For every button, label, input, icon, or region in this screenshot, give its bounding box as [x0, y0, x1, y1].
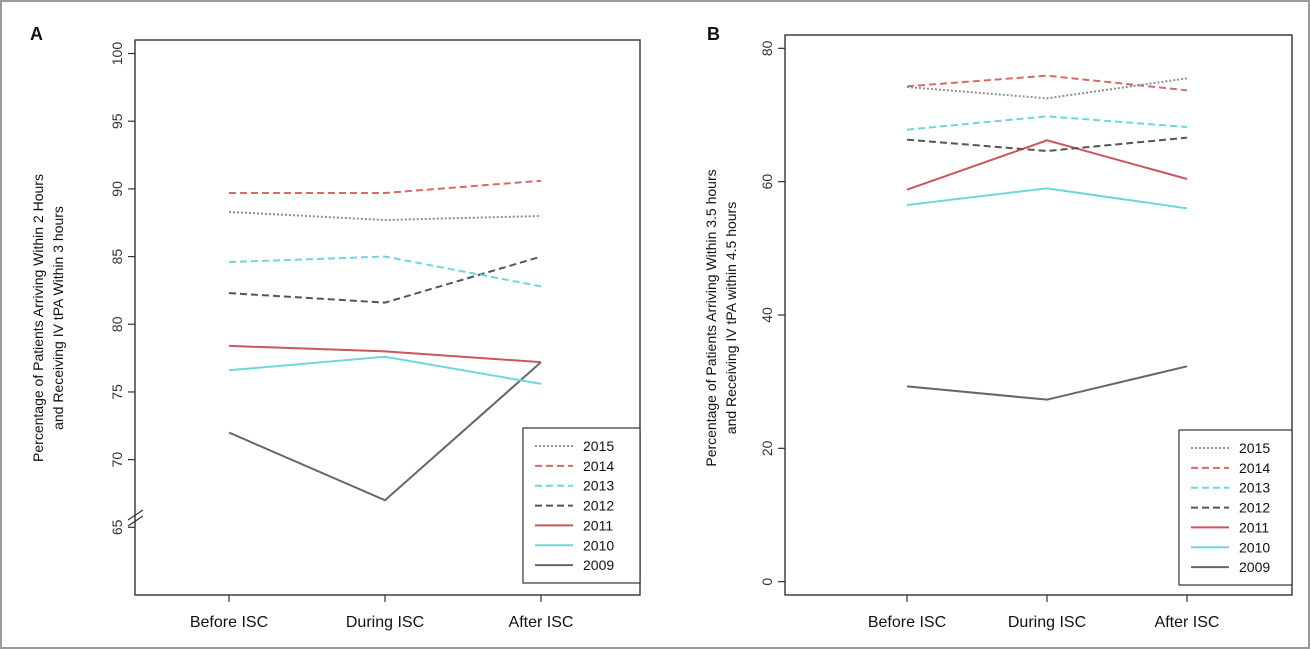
series-line-2013	[906, 115, 1188, 131]
axis-break-mark	[127, 515, 144, 527]
legend-label: 2009	[583, 557, 614, 573]
y-tick-label: 80	[109, 316, 125, 332]
y-tick-label: 90	[109, 181, 125, 197]
legend-label: 2012	[583, 498, 614, 514]
series-lines	[906, 74, 1188, 401]
series-line-2013	[228, 255, 542, 288]
x-tick-label: After ISC	[1155, 614, 1220, 631]
series-line-2010	[228, 355, 542, 385]
series-line-2011	[228, 344, 542, 364]
series-line-2009	[228, 361, 542, 502]
series-line-2012	[906, 136, 1188, 153]
x-tick-label: During ISC	[1008, 614, 1086, 631]
legend: 2015 2014 2013 2012 2011 2010 2009	[522, 427, 641, 584]
legend-label: 2014	[1239, 460, 1270, 476]
y-tick-label: 85	[109, 249, 125, 265]
y-tick-label: 20	[759, 440, 775, 456]
legend-label: 2015	[583, 438, 614, 454]
y-axis-label: and Receiving IV tPA within 4.5 hours	[723, 202, 739, 434]
legend-label: 2014	[583, 458, 614, 474]
legend-box	[522, 427, 641, 584]
y-tick-label: 70	[109, 452, 125, 468]
series-line-2014	[906, 74, 1188, 92]
y-tick-label: 0	[759, 578, 775, 586]
x-tick-label: Before ISC	[190, 614, 268, 631]
legend-label: 2011	[1239, 519, 1269, 535]
series-line-2014	[229, 179, 542, 194]
y-axis-label: and Receiving IV tPA Within 3 hours	[50, 206, 66, 430]
legend: 2015 2014 2013 2012 2011 2010 2009	[1178, 429, 1293, 586]
panel-label: B	[707, 24, 720, 44]
series-line-2015	[228, 210, 542, 222]
legend-label: 2013	[1239, 480, 1270, 496]
legend-label: 2009	[1239, 559, 1270, 575]
y-axis-label: Percentage of Patients Arriving Within 2…	[30, 174, 46, 462]
y-tick-label: 60	[759, 174, 775, 190]
plot-area	[134, 39, 641, 596]
x-tick-label: After ISC	[509, 614, 574, 631]
legend-label: 2012	[1239, 500, 1270, 516]
y-tick-label: 80	[759, 40, 775, 56]
series-line-2015	[906, 77, 1188, 100]
y-tick-label: 95	[109, 113, 125, 129]
x-tick-label: During ISC	[346, 614, 424, 631]
series-line-2011	[906, 139, 1188, 191]
y-tick-label: 75	[109, 384, 125, 400]
y-tick-label: 40	[759, 307, 775, 323]
legend-label: 2010	[1239, 539, 1270, 555]
panel-a: A 65 70 75 80 85 90 95 100 Before ISC During ISC Af…	[30, 24, 641, 631]
y-axis-label: Percentage of Patients Arriving Within 3…	[703, 169, 719, 466]
legend-label: 2015	[1239, 440, 1270, 456]
series-line-2010	[906, 187, 1188, 210]
series-line-2009	[906, 365, 1188, 401]
y-tick-label: 65	[109, 519, 125, 535]
y-tick-label: 100	[109, 42, 125, 66]
legend-label: 2013	[583, 478, 614, 494]
axis-break-mark	[127, 509, 144, 521]
panel-b: B 0 20 40 60 80 Before ISC During ISC After ISC P…	[703, 24, 1293, 631]
panel-label: A	[30, 24, 43, 44]
legend-label: 2010	[583, 537, 614, 553]
x-tick-label: Before ISC	[868, 614, 946, 631]
series-line-2012	[228, 255, 542, 304]
legend-label: 2011	[583, 517, 613, 533]
series-lines	[228, 179, 542, 502]
